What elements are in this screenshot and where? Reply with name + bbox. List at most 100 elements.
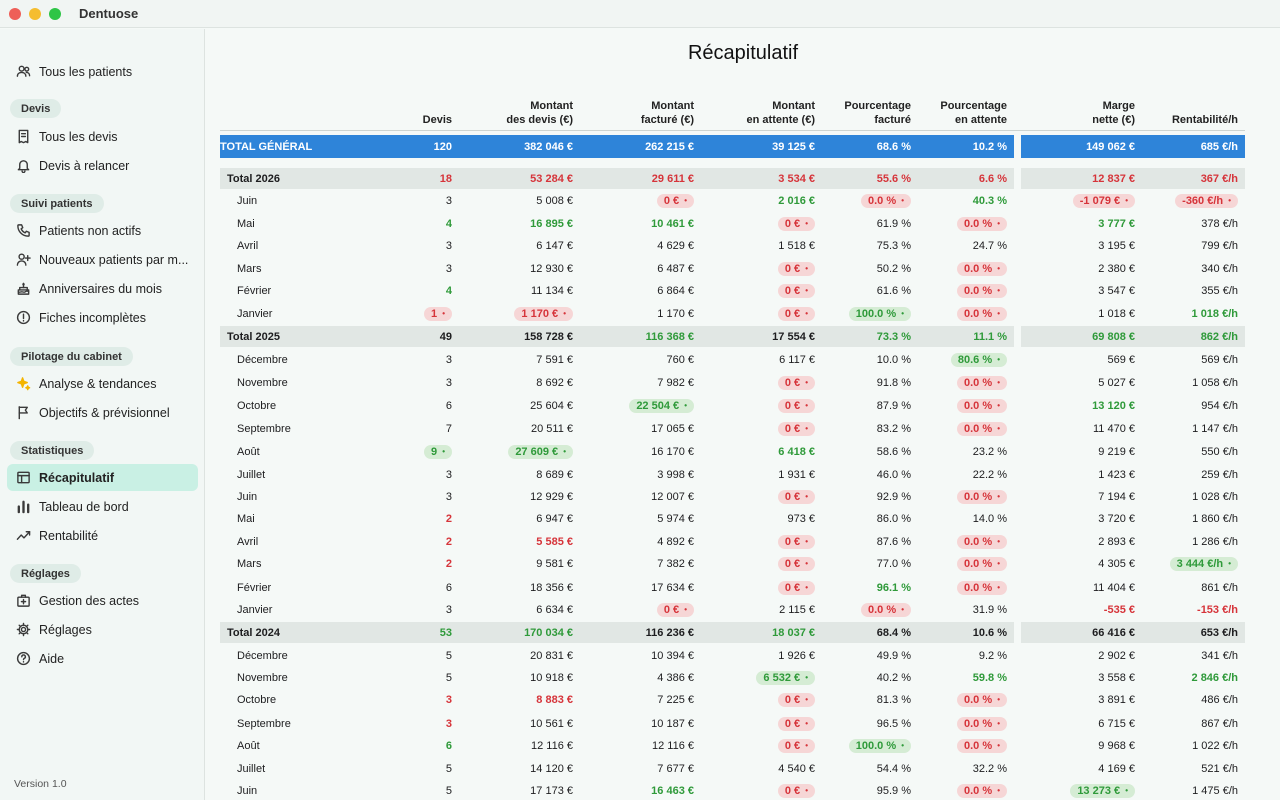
sidebar-section-reglages: Réglages <box>10 564 81 583</box>
sidebar-item-recapitulatif[interactable]: Récapitulatif <box>7 464 198 491</box>
table-row[interactable]: Décembre 5 20 831 € 10 394 € 1 926 € 49.9 % 9.… <box>220 645 1245 666</box>
table-cell: -1 079 € • <box>1015 190 1135 211</box>
table-row[interactable]: Janvier 1 • 1 170 € • 1 170 € 0 € • 100.0 % •… <box>220 303 1245 324</box>
column-header-montant-facture[interactable]: Montant facturé (€) <box>574 97 694 127</box>
sidebar-item-analyse-tendances[interactable]: Analyse & tendances <box>7 370 198 397</box>
cell-value: 61.9 % <box>876 217 911 230</box>
column-header-marge-nette[interactable]: Marge nette (€) <box>1015 97 1135 127</box>
cell-value: Total 2025 <box>227 330 280 343</box>
cell-value: 116 368 € <box>645 330 694 343</box>
cell-value: Février <box>237 284 272 297</box>
table-row[interactable]: Août 6 12 116 € 12 116 € 0 € • 100.0 % • 0.0 %… <box>220 735 1245 756</box>
cell-value: 17 554 € <box>772 330 815 343</box>
cell-value: 1 058 €/h <box>1192 376 1238 389</box>
minimize-window-button[interactable] <box>29 7 41 20</box>
table-row[interactable]: Avril 2 5 585 € 4 892 € 0 € • 87.6 % 0.0 % • 2 … <box>220 531 1245 552</box>
table-row[interactable]: Avril 3 6 147 € 4 629 € 1 518 € 75.3 % 24.7 % 3… <box>220 235 1245 256</box>
table-row[interactable]: Novembre 3 8 692 € 7 982 € 0 € • 91.8 % 0.0 % … <box>220 372 1245 393</box>
table-cell: 1 • <box>332 303 452 324</box>
table-row[interactable]: Novembre 5 10 918 € 4 386 € 6 532 € • 40.2 % 5… <box>220 667 1245 688</box>
cell-value: 9 219 € <box>1098 445 1135 458</box>
table-cell: 10.6 % <box>887 622 1007 643</box>
table-row[interactable]: Août 9 • 27 609 € • 16 170 € 6 418 € 58.6 % 23… <box>220 441 1245 462</box>
sidebar-item-reglages[interactable]: Réglages <box>7 616 198 643</box>
sidebar-item-rentabilite[interactable]: Rentabilité <box>7 522 198 549</box>
cell-value: 1 423 € <box>1098 468 1135 481</box>
table-row[interactable]: Septembre 7 20 511 € 17 065 € 0 € • 83.2 % 0.0… <box>220 418 1245 439</box>
table-row[interactable]: Juillet 5 14 120 € 7 677 € 4 540 € 54.4 % 32.2… <box>220 758 1245 779</box>
table-cell: 22 504 € • <box>574 395 694 416</box>
table-cell: 1 018 € <box>1015 303 1135 324</box>
table-row[interactable]: Décembre 3 7 591 € 760 € 6 117 € 10.0 % 80.6 %… <box>220 349 1245 370</box>
cell-value: 3 <box>445 603 452 616</box>
sidebar-item-tableau-de-bord[interactable]: Tableau de bord <box>7 493 198 520</box>
cell-value: 7 194 € <box>1098 490 1135 503</box>
grand-total-row[interactable]: TOTAL GÉNÉRAL 120 382 046 € 262 215 € 39 125… <box>220 135 1245 158</box>
column-header-montant-en-attente[interactable]: Montant en attente (€) <box>695 97 815 127</box>
table-row[interactable]: Février 4 11 134 € 6 864 € 0 € • 61.6 % 0.0 % … <box>220 280 1245 301</box>
table-row[interactable]: Octobre 3 8 883 € 7 225 € 0 € • 81.3 % 0.0 % •… <box>220 689 1245 710</box>
table-cell: 0 € • <box>695 372 815 393</box>
table-cell: 0 € • <box>695 280 815 301</box>
table-cell: 10.0 % <box>791 349 911 370</box>
sidebar-item-gestion-des-actes[interactable]: Gestion des actes <box>7 587 198 614</box>
cell-value: 0 € • <box>777 692 815 707</box>
attention-marker: • <box>805 423 808 433</box>
table-row[interactable]: Janvier 3 6 634 € 0 € • 2 115 € 0.0 % • 31.9 %… <box>220 599 1245 620</box>
column-header-pourcentage-facture[interactable]: Pourcentage facturé <box>791 97 911 127</box>
table-row[interactable]: Juin 3 5 008 € 0 € • 2 016 € 0.0 % • 40.3 % -1 … <box>220 190 1245 211</box>
cell-value: 4 <box>445 284 452 297</box>
receipt-icon <box>15 129 31 145</box>
row-background <box>1021 168 1245 189</box>
row-label: Juin <box>220 486 400 507</box>
table-cell: 262 215 € <box>574 135 694 158</box>
table-row[interactable]: Mars 3 12 930 € 6 487 € 0 € • 50.2 % 0.0 % • 2 … <box>220 258 1245 279</box>
cell-value: 59.8 % <box>972 671 1007 684</box>
year-total-row[interactable]: Total 2024 53 170 034 € 116 236 € 18 037 € 68… <box>220 622 1245 643</box>
sidebar-item-nouveaux-patients-par-m[interactable]: Nouveaux patients par m... <box>7 246 198 273</box>
sidebar-item-tous-les-patients[interactable]: Tous les patients <box>7 58 198 85</box>
cell-value: 367 €/h <box>1200 172 1238 185</box>
attention-marker: • <box>997 740 1000 750</box>
table-cell: 2 <box>332 531 452 552</box>
zoom-window-button[interactable] <box>49 7 61 20</box>
table-row[interactable]: Octobre 6 25 604 € 22 504 € • 0 € • 87.9 % 0.0… <box>220 395 1245 416</box>
sidebar-item-tous-les-devis[interactable]: Tous les devis <box>7 123 198 150</box>
bell-icon <box>15 158 31 174</box>
table-cell: 16 463 € <box>574 780 694 800</box>
year-total-row[interactable]: Total 2026 18 53 284 € 29 611 € 3 534 € 55.6 … <box>220 168 1245 189</box>
column-header-devis[interactable]: Devis <box>332 97 452 127</box>
table-row[interactable]: Mai 4 16 895 € 10 461 € 0 € • 61.9 % 0.0 % • 3 … <box>220 213 1245 234</box>
main-content: Récapitulatif Devis Montant des devis (€) M… <box>206 29 1280 800</box>
cell-value: 569 € <box>1107 353 1135 366</box>
cell-value: 355 €/h <box>1201 284 1238 297</box>
column-header-montant-des-devis[interactable]: Montant des devis (€) <box>453 97 573 127</box>
sidebar-item-patients-non-actifs[interactable]: Patients non actifs <box>7 217 198 244</box>
table-cell: -153 €/h <box>1118 599 1238 620</box>
table-row[interactable]: Juin 3 12 929 € 12 007 € 0 € • 92.9 % 0.0 % • 7… <box>220 486 1245 507</box>
table-row[interactable]: Mai 2 6 947 € 5 974 € 973 € 86.0 % 14.0 % 3 720… <box>220 508 1245 529</box>
table-row[interactable]: Mars 2 9 581 € 7 382 € 0 € • 77.0 % 0.0 % • 4 3… <box>220 553 1245 574</box>
sidebar-item-label: Gestion des actes <box>39 593 140 608</box>
sidebar-item-anniversaires-du-mois[interactable]: Anniversaires du mois <box>7 275 198 302</box>
sidebar-item-devis-a-relancer[interactable]: Devis à relancer <box>7 152 198 179</box>
table-row[interactable]: Septembre 3 10 561 € 10 187 € 0 € • 96.5 % 0.0… <box>220 713 1245 734</box>
cell-value: 7 <box>445 422 452 435</box>
table-cell: 0.0 % • <box>887 531 1007 552</box>
table-cell: 2 380 € <box>1015 258 1135 279</box>
sidebar-item-label: Objectifs & prévisionnel <box>39 405 170 420</box>
close-window-button[interactable] <box>9 7 21 20</box>
cell-value: 3 <box>445 353 452 366</box>
sidebar-item-aide[interactable]: Aide <box>7 645 198 672</box>
table-cell: 653 €/h <box>1118 622 1238 643</box>
column-header-pourcentage-en-attente[interactable]: Pourcentage en attente <box>887 97 1007 127</box>
sidebar-item-objectifs-previsionnel[interactable]: Objectifs & prévisionnel <box>7 399 198 426</box>
table-row[interactable]: Juin 5 17 173 € 16 463 € 0 € • 95.9 % 0.0 % • 1… <box>220 780 1245 800</box>
table-row[interactable]: Février 6 18 356 € 17 634 € 0 € • 96.1 % 0.0 %… <box>220 577 1245 598</box>
sidebar-item-fiches-incompletes[interactable]: Fiches incomplètes <box>7 304 198 331</box>
year-total-row[interactable]: Total 2025 49 158 728 € 116 368 € 17 554 € 73… <box>220 326 1245 347</box>
cell-value: Mars <box>237 262 262 275</box>
column-header-rentabilite-h[interactable]: Rentabilité/h <box>1118 97 1238 127</box>
table-row[interactable]: Juillet 3 8 689 € 3 998 € 1 931 € 46.0 % 22.2 … <box>220 464 1245 485</box>
row-background <box>220 326 1014 347</box>
